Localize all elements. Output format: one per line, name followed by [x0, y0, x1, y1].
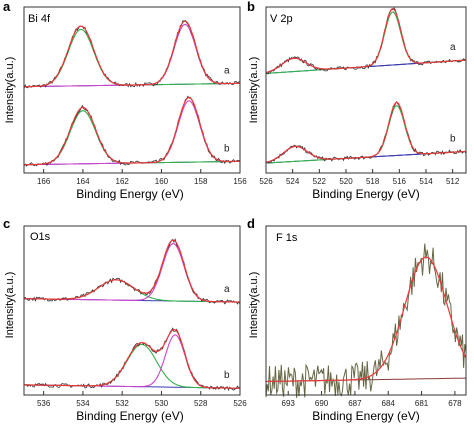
panel-a: a Bi 4f Intensity(a.u.) Binding Energy (… — [3, 0, 247, 201]
x-tick-label: 162 — [116, 177, 130, 186]
panel-a-ylabel: Intensity(a.u.) — [4, 57, 16, 124]
x-tick-label: 536 — [37, 399, 51, 408]
envelope-fit-line — [265, 7, 467, 74]
x-tick-label: 512 — [446, 177, 460, 186]
x-tick-label: 532 — [116, 399, 130, 408]
panel-b-title: V 2p — [270, 13, 293, 25]
x-tick-label: 520 — [339, 177, 353, 186]
component-peak-line — [265, 11, 467, 74]
panel-a-plot-area: ab — [23, 19, 241, 167]
trace-label: b — [450, 133, 456, 144]
raw-spectrum-line — [265, 100, 467, 164]
envelope-fit-line — [265, 101, 467, 163]
x-tick-label: 690 — [315, 399, 329, 408]
panel-c-ticks — [43, 391, 241, 395]
panel-b-xlabel: Binding Energy (eV) — [312, 187, 419, 201]
x-tick-label: 158 — [194, 177, 208, 186]
raw-spectrum-line — [265, 7, 467, 75]
component-peak-line — [24, 28, 240, 88]
x-tick-label: 156 — [233, 177, 247, 186]
panel-a-title: Bi 4f — [28, 13, 51, 25]
panel-a-ticks — [43, 169, 241, 173]
x-tick-label: 526 — [233, 399, 247, 408]
envelope-fit-line — [24, 20, 240, 88]
panel-d-ticks — [287, 391, 456, 395]
x-tick-label: 528 — [194, 399, 208, 408]
trace-label: a — [224, 284, 230, 295]
panel-c-tick-labels: 536 534 532 530 528 526 — [37, 399, 247, 408]
panel-d-frame — [265, 225, 467, 396]
envelope-fit-line — [266, 256, 467, 383]
x-tick-label: 518 — [366, 177, 380, 186]
panel-c-plot-area: ab — [23, 238, 241, 392]
panel-d-ylabel: Intensity(a.u.) — [248, 272, 260, 339]
panel-b-frame — [265, 6, 467, 174]
x-tick-label: 687 — [348, 399, 362, 408]
panel-c-title: O1s — [30, 231, 51, 243]
panel-b-ylabel: Intensity(a.u.) — [248, 57, 260, 124]
envelope-fit-line — [24, 96, 240, 166]
x-tick-label: 514 — [419, 177, 433, 186]
panel-c-xlabel: Binding Energy (eV) — [76, 409, 183, 423]
x-tick-label: 678 — [448, 399, 462, 408]
panel-d-xlabel: Binding Energy (eV) — [312, 409, 419, 423]
trace-label: b — [224, 370, 230, 381]
component-peak-line — [24, 243, 240, 303]
x-tick-label: 164 — [76, 177, 90, 186]
trace-label: b — [224, 143, 230, 154]
x-tick-label: 684 — [382, 399, 396, 408]
panel-letter-c: c — [3, 216, 10, 231]
raw-spectrum-line — [23, 327, 241, 392]
x-tick-label: 530 — [155, 399, 169, 408]
trace-label: a — [450, 42, 456, 53]
panel-a-tick-labels: 166 164 162 160 158 156 — [37, 177, 247, 186]
panel-a-xlabel: Binding Energy (eV) — [76, 187, 183, 201]
x-tick-label: 166 — [37, 177, 51, 186]
component-peak-line — [24, 334, 240, 389]
x-tick-label: 524 — [286, 177, 300, 186]
raw-spectrum-line — [23, 95, 241, 167]
x-tick-label: 522 — [313, 177, 327, 186]
trace-label: a — [224, 65, 230, 76]
x-tick-label: 160 — [155, 177, 169, 186]
x-tick-label: 681 — [415, 399, 429, 408]
panel-b-ticks — [265, 169, 454, 173]
x-tick-label: 526 — [259, 177, 273, 186]
panel-b: b V 2p Intensity(a.u.) Binding Energy (e… — [247, 0, 467, 201]
panel-d-plot-area — [265, 243, 467, 398]
panel-d-tick-labels: 693 690 687 684 681 678 — [282, 399, 463, 408]
panel-c-frame — [23, 225, 241, 396]
raw-spectrum-line — [23, 238, 241, 305]
panel-letter-a: a — [3, 0, 11, 14]
panel-d-title: F 1s — [276, 232, 298, 244]
panel-b-plot-area: ab — [265, 7, 467, 164]
x-tick-label: 516 — [393, 177, 407, 186]
envelope-fit-line — [24, 328, 240, 389]
panel-letter-d: d — [247, 216, 255, 231]
component-peak-line — [24, 100, 240, 166]
component-peak-line — [266, 105, 467, 164]
raw-spectrum-line — [23, 19, 241, 89]
panel-letter-b: b — [247, 0, 255, 14]
panel-b-tick-labels: 526 524 522 520 518 516 514 512 — [259, 177, 460, 186]
panel-a-frame — [23, 6, 241, 174]
panel-c: c O1s Intensity(a.u.) Binding Energy (eV… — [3, 216, 247, 423]
panel-d: d F 1s Intensity(a.u.) Binding Energy (e… — [247, 216, 467, 423]
raw-spectrum-line — [265, 243, 467, 398]
component-peak-line — [24, 110, 240, 166]
x-tick-label: 534 — [76, 399, 90, 408]
component-peak-line — [265, 145, 467, 163]
x-tick-label: 693 — [282, 399, 296, 408]
envelope-fit-line — [24, 239, 240, 303]
panel-c-ylabel: Intensity(a.u.) — [4, 272, 16, 339]
